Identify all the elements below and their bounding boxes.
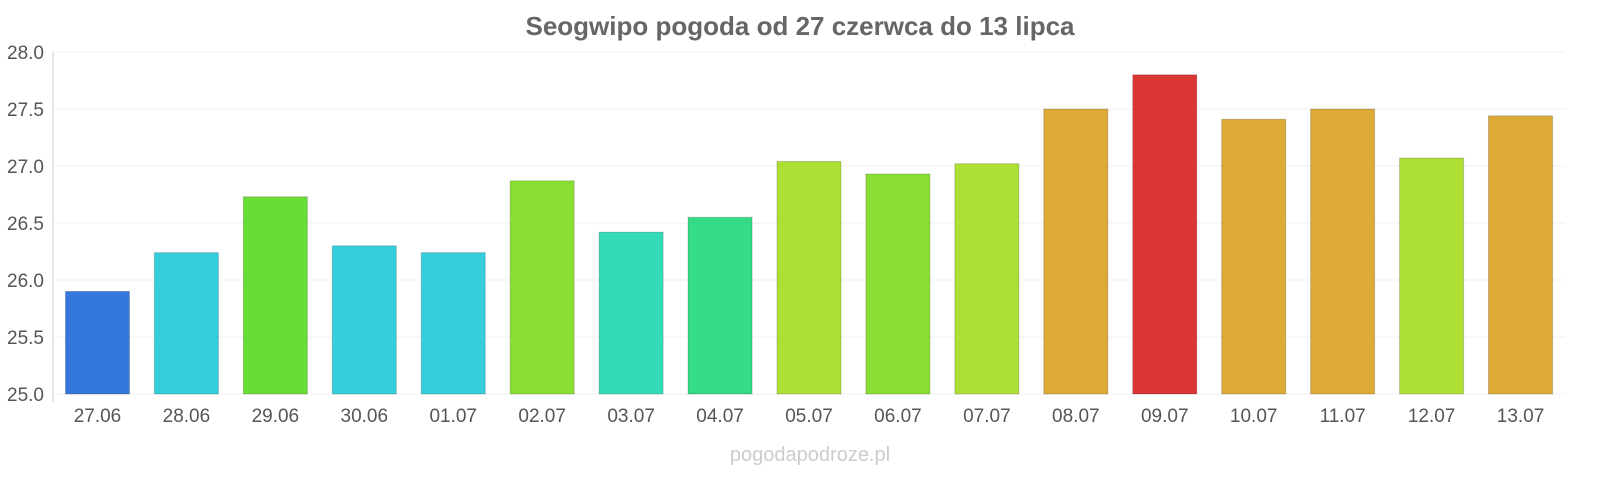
x-tick-label: 09.07	[1141, 406, 1189, 427]
y-tick-label: 25.0	[7, 385, 44, 406]
bar-09.07	[1132, 74, 1198, 395]
bar-02.07	[509, 180, 575, 395]
bar-01.07	[420, 252, 486, 395]
bar-13.07	[1488, 115, 1554, 395]
x-tick-label: 28.06	[163, 406, 211, 427]
bar-30.06	[331, 245, 397, 395]
x-tick-label: 06.07	[874, 406, 922, 427]
bar-04.07	[687, 216, 753, 395]
x-axis-tick-labels: 27.06 28.06 29.06 30.06 01.07 02.07 03.07 04.07…	[74, 406, 1545, 427]
bar-05.07	[776, 160, 842, 395]
bar-03.07	[598, 231, 664, 395]
watermark: pogodapodroze.pl	[730, 444, 890, 466]
x-tick-label: 27.06	[74, 406, 122, 427]
y-tick-label: 25.5	[7, 328, 44, 349]
x-tick-label: 02.07	[518, 406, 566, 427]
y-axis-tick-labels: 25.0 25.5 26.0 26.5 27.0 27.5 28.0	[7, 43, 44, 406]
x-tick-label: 04.07	[696, 406, 744, 427]
x-tick-label: 12.07	[1408, 406, 1456, 427]
x-tick-label: 05.07	[785, 406, 833, 427]
y-tick-label: 28.0	[7, 43, 44, 64]
bars	[64, 74, 1554, 395]
chart-title: Seogwipo pogoda od 27 czerwca do 13 lipc…	[525, 11, 1075, 41]
x-tick-label: 03.07	[607, 406, 655, 427]
bar-27.06	[64, 290, 130, 395]
x-tick-label: 30.06	[341, 406, 389, 427]
x-tick-label: 08.07	[1052, 406, 1100, 427]
bar-06.07	[865, 173, 931, 395]
bar-11.07	[1310, 108, 1376, 395]
bar-07.07	[954, 163, 1020, 395]
bar-29.06	[242, 196, 308, 395]
x-tick-label: 29.06	[252, 406, 300, 427]
x-tick-label: 01.07	[429, 406, 477, 427]
x-tick-label: 13.07	[1497, 406, 1545, 427]
bar-12.07	[1399, 157, 1465, 395]
y-tick-label: 26.5	[7, 214, 44, 235]
y-tick-label: 27.0	[7, 157, 44, 178]
bar-10.07	[1221, 118, 1287, 395]
x-tick-label: 07.07	[963, 406, 1011, 427]
y-tick-label: 27.5	[7, 100, 44, 121]
x-tick-label: 10.07	[1230, 406, 1278, 427]
bar-28.06	[153, 252, 219, 395]
x-tick-label: 11.07	[1320, 406, 1366, 427]
y-tick-label: 26.0	[7, 271, 44, 292]
bar-08.07	[1043, 108, 1109, 395]
